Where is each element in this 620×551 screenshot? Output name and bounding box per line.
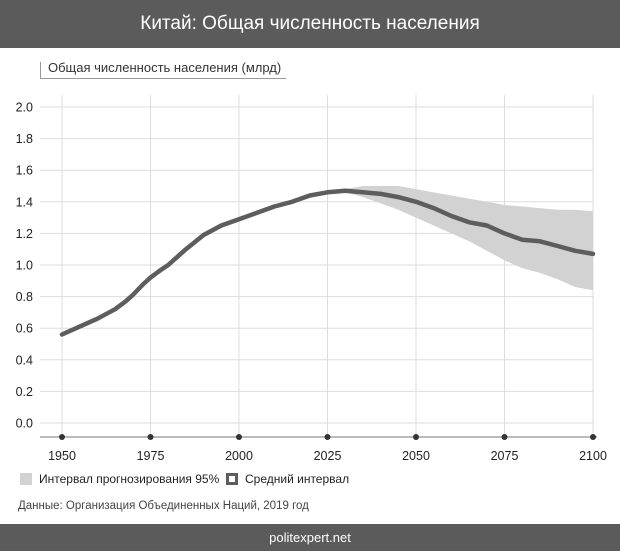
legend-label-interval: Интервал прогнозирования 95% [39, 472, 220, 486]
x-axis-ticks: 1950 1975 2000 2025 2050 2075 2100 [48, 434, 607, 463]
y-tick-label: 1.8 [16, 132, 33, 146]
y-tick-label: 0.6 [16, 322, 33, 336]
x-tick-dot [413, 434, 419, 440]
y-tick-label: 1.0 [16, 259, 33, 273]
y-tick-label: 0.2 [16, 385, 33, 399]
y-axis-label: Общая численность населения (млрд) [48, 60, 282, 75]
y-tick-label: 2.0 [16, 101, 33, 115]
grid-lines [40, 95, 594, 437]
legend-swatch-median [226, 473, 238, 485]
legend-item-interval: Интервал прогнозирования 95% [20, 472, 219, 486]
x-tick-label: 1975 [137, 449, 165, 463]
x-tick-dot [590, 434, 596, 440]
x-tick-dot [236, 434, 242, 440]
median-line-layer [59, 188, 596, 337]
x-tick-label: 2100 [579, 449, 607, 463]
median-series-line [59, 188, 596, 337]
legend-label-median: Средний интервал [245, 472, 350, 486]
y-axis-ticks: 2.0 1.8 1.6 1.4 1.2 1.0 0.8 0.6 0.4 0.2 0.0 [16, 101, 33, 431]
prediction-interval-area [327, 186, 593, 291]
x-tick-dot [59, 434, 65, 440]
x-tick-dot [324, 434, 331, 440]
y-tick-label: 1.2 [16, 227, 33, 241]
legend-swatch-interval [20, 473, 32, 485]
y-tick-label: 1.4 [16, 195, 33, 209]
x-tick-dot [147, 434, 154, 440]
ylabel-bracket-tick [40, 62, 41, 79]
legend-item-median: Средний интервал [226, 472, 349, 486]
y-tick-label: 1.6 [16, 164, 33, 178]
x-tick-label: 2025 [314, 449, 342, 463]
y-tick-label: 0.8 [16, 290, 33, 304]
x-tick-label: 2075 [491, 449, 519, 463]
data-source-note: Данные: Организация Объединенных Наций, … [18, 500, 309, 512]
prediction-interval-band [327, 186, 593, 291]
footer-site-name: politexpert.net [269, 530, 351, 545]
ylabel-underline [40, 78, 286, 79]
x-tick-label: 2000 [225, 449, 253, 463]
x-tick-label: 2050 [402, 449, 430, 463]
footer-bar: politexpert.net [0, 524, 620, 551]
y-tick-label: 0.4 [16, 353, 33, 367]
chart-title: Китай: Общая численность населения [140, 13, 480, 34]
y-tick-label: 0.0 [16, 417, 33, 431]
x-tick-label: 1950 [48, 449, 76, 463]
x-tick-dot [501, 434, 508, 440]
chart-title-bar: Китай: Общая численность населения [0, 0, 620, 48]
